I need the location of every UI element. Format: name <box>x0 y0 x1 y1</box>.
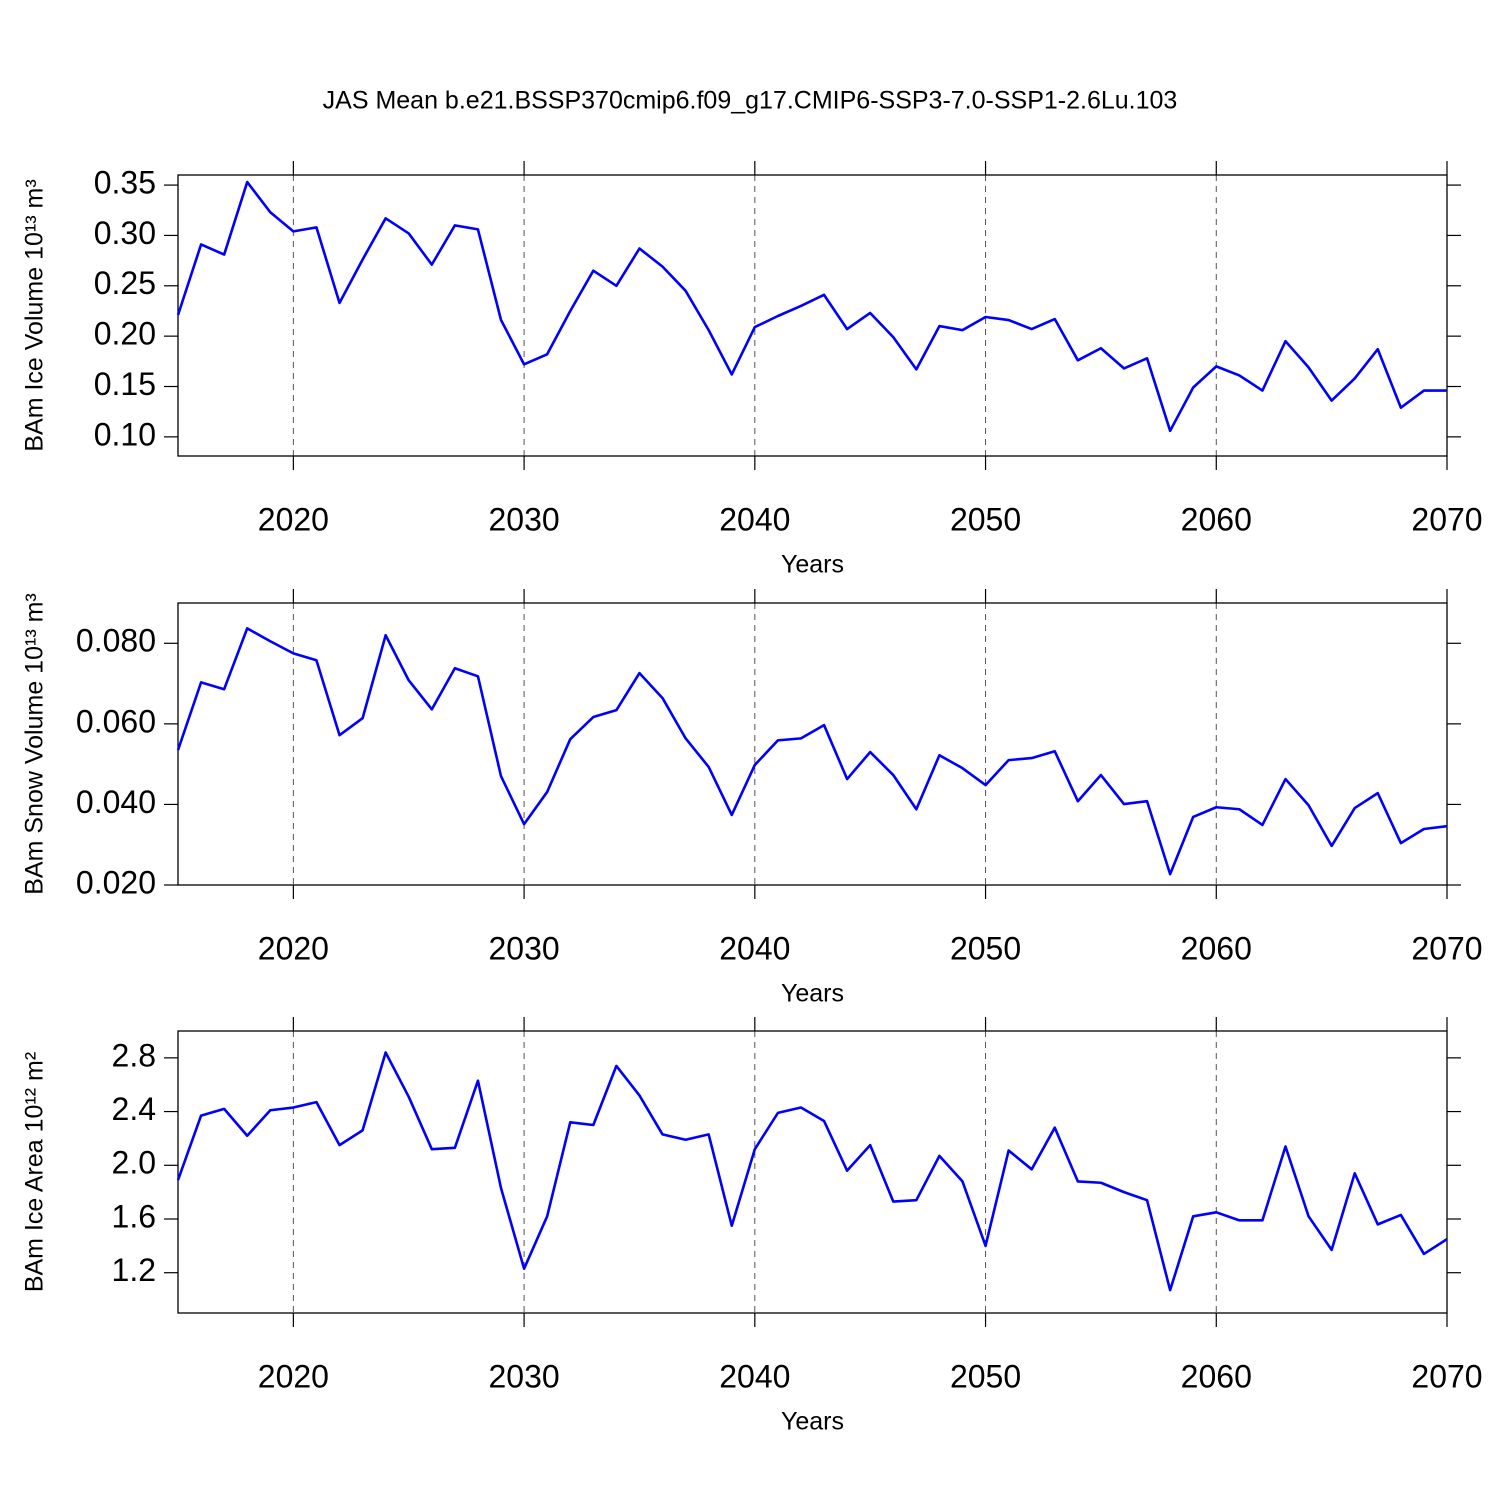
y-axis-title: BAm Snow Volume 10¹³ m³ <box>21 593 49 895</box>
x-tick-label: 2030 <box>488 501 559 537</box>
x-axis-title: Years <box>781 980 844 1008</box>
y-tick-label: 0.020 <box>76 864 156 900</box>
data-line <box>176 627 1448 876</box>
x-tick-label: 2070 <box>1411 501 1482 537</box>
y-tick-label: 0.10 <box>94 416 156 452</box>
x-tick-label: 2040 <box>719 1358 790 1394</box>
x-tick-label: 2030 <box>488 1358 559 1394</box>
x-tick-label: 2060 <box>1181 1358 1252 1394</box>
x-tick-label: 2060 <box>1181 930 1252 966</box>
panel: 2020 2030 2040 2050 2060 2070 1.2 1.6 2.0 2.4 2.8 Y… <box>21 1017 1483 1436</box>
y-tick-label: 0.15 <box>94 366 156 402</box>
x-tick-label: 2070 <box>1411 930 1482 966</box>
x-tick-label: 2020 <box>258 501 329 537</box>
x-tick-label: 2040 <box>719 501 790 537</box>
plot-frame <box>177 602 1448 886</box>
y-tick-label: 0.35 <box>94 165 156 201</box>
x-tick-label: 2030 <box>488 930 559 966</box>
y-tick-label: 2.4 <box>112 1091 156 1127</box>
y-tick-label: 0.30 <box>94 215 156 251</box>
y-tick-label: 0.20 <box>94 316 156 352</box>
x-axis-title: Years <box>781 551 844 579</box>
x-tick-label: 2050 <box>950 501 1021 537</box>
y-tick-label: 0.060 <box>76 703 156 739</box>
y-tick-label: 1.2 <box>112 1252 156 1288</box>
y-axis-title: BAm Ice Volume 10¹³ m³ <box>21 179 49 451</box>
y-axis-title: BAm Ice Area 10¹² m² <box>21 1052 49 1292</box>
x-tick-label: 2050 <box>950 930 1021 966</box>
x-tick-label: 2060 <box>1181 501 1252 537</box>
y-tick-label: 0.040 <box>76 784 156 820</box>
x-tick-label: 2050 <box>950 1358 1021 1394</box>
y-tick-label: 2.8 <box>112 1037 156 1073</box>
x-tick-label: 2020 <box>258 930 329 966</box>
panel: 2020 2030 2040 2050 2060 2070 0.020 0.040 0.060 0… <box>21 589 1483 1008</box>
y-tick-label: 1.6 <box>112 1198 156 1234</box>
x-tick-label: 2040 <box>719 930 790 966</box>
y-tick-label: 2.0 <box>112 1145 156 1181</box>
data-line <box>176 180 1447 433</box>
plot-frame <box>177 174 1448 457</box>
x-axis-title: Years <box>781 1408 844 1436</box>
plot-frame <box>177 1030 1448 1314</box>
x-tick-label: 2070 <box>1411 1358 1482 1394</box>
y-tick-label: 0.080 <box>76 623 156 659</box>
data-line <box>176 1051 1448 1292</box>
x-tick-label: 2020 <box>258 1358 329 1394</box>
y-tick-label: 0.25 <box>94 265 156 301</box>
panel: 2020 2030 2040 2050 2060 2070 0.10 0.15 0.20 0.25… <box>21 161 1483 579</box>
figure-title: JAS Mean b.e21.BSSP370cmip6.f09_g17.CMIP… <box>323 87 1178 115</box>
